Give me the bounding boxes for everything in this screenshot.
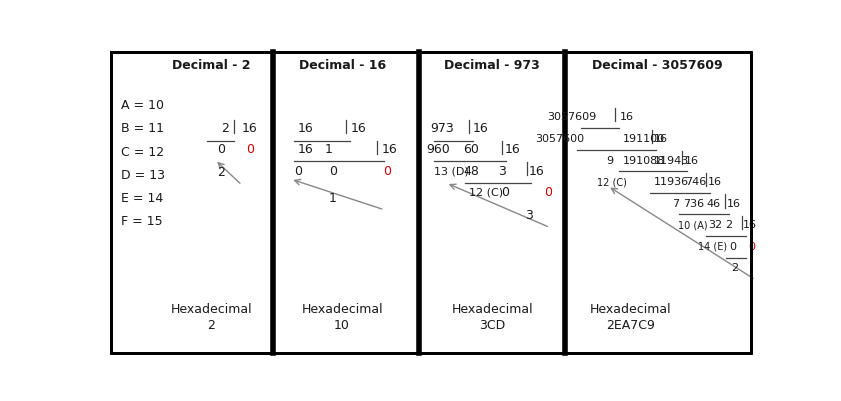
Text: Hexadecimal: Hexadecimal <box>590 304 672 316</box>
Text: D = 13: D = 13 <box>121 169 165 182</box>
Text: 3CD: 3CD <box>479 319 505 332</box>
Text: 16: 16 <box>529 165 545 178</box>
Text: 0: 0 <box>246 143 254 156</box>
Text: 16: 16 <box>620 112 634 122</box>
Text: 0: 0 <box>294 165 302 178</box>
Text: 16: 16 <box>708 177 722 187</box>
Text: Decimal - 973: Decimal - 973 <box>444 59 540 71</box>
Text: F = 15: F = 15 <box>121 215 162 228</box>
Text: C = 12: C = 12 <box>121 146 164 158</box>
Text: 16: 16 <box>298 122 314 136</box>
Text: 16: 16 <box>242 122 257 136</box>
Text: 2: 2 <box>207 319 215 332</box>
Text: 191088: 191088 <box>623 156 665 166</box>
Text: 16: 16 <box>685 156 699 166</box>
Text: 0: 0 <box>729 242 737 252</box>
Text: 9: 9 <box>606 156 613 166</box>
Text: Hexadecimal: Hexadecimal <box>301 304 383 316</box>
Text: 3: 3 <box>526 209 533 223</box>
Text: 46: 46 <box>706 198 721 209</box>
Text: B = 11: B = 11 <box>121 122 164 136</box>
Text: 2: 2 <box>221 122 229 136</box>
Text: 3057600: 3057600 <box>536 134 584 144</box>
Text: 10 (A): 10 (A) <box>678 220 708 230</box>
Text: 3: 3 <box>499 165 506 178</box>
Text: 746: 746 <box>685 177 706 187</box>
Text: Decimal - 3057609: Decimal - 3057609 <box>592 59 723 71</box>
Text: 16: 16 <box>352 122 367 136</box>
Text: 16: 16 <box>298 143 314 156</box>
Text: 12 (C): 12 (C) <box>597 177 627 187</box>
Text: 0: 0 <box>501 186 510 199</box>
Text: A = 10: A = 10 <box>121 99 164 112</box>
Text: 16: 16 <box>727 198 741 209</box>
Text: 0: 0 <box>748 242 755 252</box>
Text: 60: 60 <box>463 143 479 156</box>
Text: 0: 0 <box>217 143 225 156</box>
Text: 0: 0 <box>383 165 391 178</box>
Text: 0: 0 <box>544 186 553 199</box>
Text: 14 (E): 14 (E) <box>698 242 727 252</box>
Text: 16: 16 <box>505 143 521 156</box>
Text: 16: 16 <box>473 122 489 136</box>
Text: 13 (D): 13 (D) <box>435 166 469 176</box>
Text: Hexadecimal: Hexadecimal <box>171 304 252 316</box>
Text: 2: 2 <box>217 166 225 179</box>
Text: 11943: 11943 <box>654 156 689 166</box>
Text: E = 14: E = 14 <box>121 192 163 205</box>
Text: 0: 0 <box>329 165 337 178</box>
Text: 2: 2 <box>726 220 733 230</box>
Text: 10: 10 <box>334 319 350 332</box>
Text: 16: 16 <box>743 220 756 230</box>
Text: 191100: 191100 <box>623 134 665 144</box>
Text: 7: 7 <box>672 198 680 209</box>
Text: 1: 1 <box>325 143 333 156</box>
Text: 16: 16 <box>382 143 398 156</box>
Text: 2: 2 <box>731 263 738 273</box>
Text: 32: 32 <box>708 220 722 230</box>
Text: 973: 973 <box>431 122 454 136</box>
Text: Decimal - 16: Decimal - 16 <box>299 59 386 71</box>
Text: 960: 960 <box>426 143 450 156</box>
Text: Hexadecimal: Hexadecimal <box>452 304 533 316</box>
Text: 12 (C): 12 (C) <box>469 188 503 198</box>
Text: 736: 736 <box>683 198 704 209</box>
Text: 16: 16 <box>653 134 668 144</box>
Text: 3057609: 3057609 <box>547 112 596 122</box>
Text: 11936: 11936 <box>654 177 689 187</box>
Text: 2EA7C9: 2EA7C9 <box>606 319 655 332</box>
Text: Decimal - 2: Decimal - 2 <box>172 59 251 71</box>
Text: 48: 48 <box>463 165 479 178</box>
Text: 1: 1 <box>329 192 336 205</box>
